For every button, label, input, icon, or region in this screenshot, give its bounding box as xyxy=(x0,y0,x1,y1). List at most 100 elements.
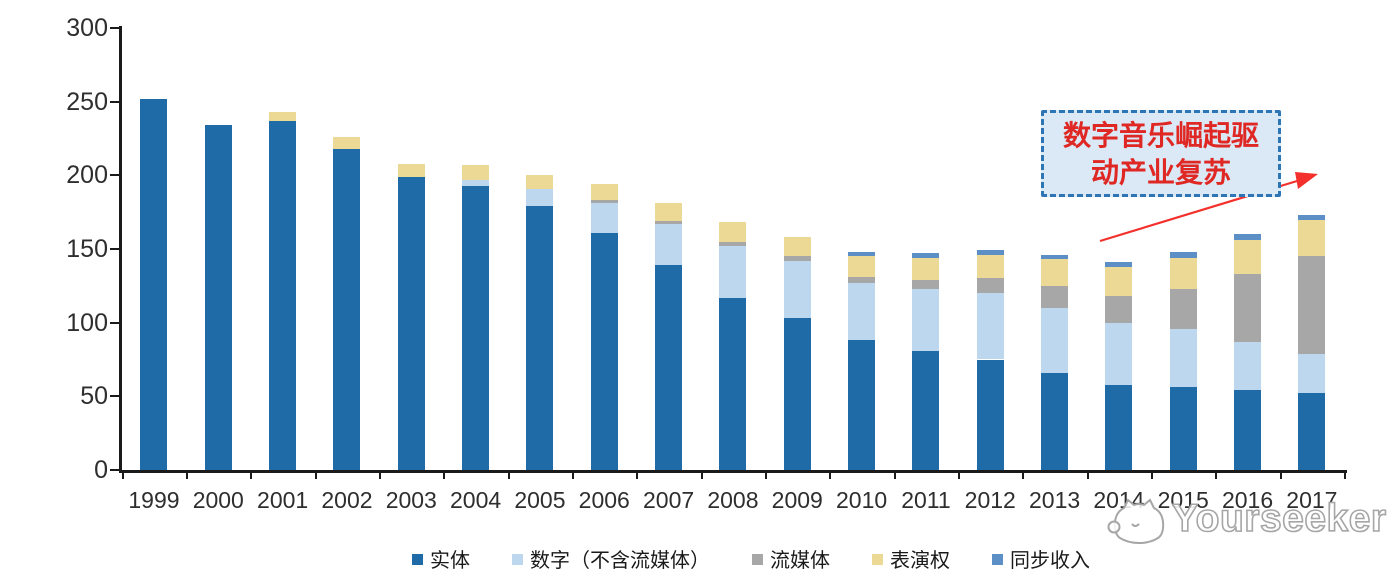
bar-segment xyxy=(1105,262,1133,267)
bar-segment xyxy=(526,188,554,207)
x-tick-label: 2001 xyxy=(257,487,309,513)
y-tick-label: 0 xyxy=(94,456,108,484)
legend-marker xyxy=(412,554,423,565)
x-axis-line xyxy=(119,470,1347,473)
legend-item: 表演权 xyxy=(872,544,950,573)
bar-segment xyxy=(912,253,940,258)
bar-segment xyxy=(590,232,618,470)
x-tick-label: 1999 xyxy=(128,487,180,513)
bar-segment xyxy=(526,206,554,470)
y-tick-mark xyxy=(110,395,120,398)
x-tick-label: 2007 xyxy=(643,487,695,513)
legend-label: 数字（不含流媒体） xyxy=(530,550,710,572)
bar-segment xyxy=(655,203,683,221)
bar-segment xyxy=(783,256,811,261)
annotation-text-line1: 数字音乐崛起驱 xyxy=(1062,120,1259,151)
yourseeker-logo-icon xyxy=(1107,498,1165,545)
bar-segment xyxy=(1169,251,1197,258)
bar-segment xyxy=(655,221,683,224)
bar-segment xyxy=(1105,266,1133,297)
bar-segment xyxy=(1234,341,1262,391)
x-tick-label: 2005 xyxy=(514,487,566,513)
bar-segment xyxy=(848,256,876,277)
bar-segment xyxy=(1041,254,1069,260)
x-tick-label: 2015 xyxy=(1157,487,1209,513)
bar-segment xyxy=(462,179,490,186)
x-tick-mark xyxy=(1086,472,1089,479)
bar-segment xyxy=(1041,259,1069,286)
x-tick-label: 2010 xyxy=(836,487,888,513)
bar-segment xyxy=(1041,285,1069,308)
y-tick-label: 200 xyxy=(66,161,108,190)
bar-segment xyxy=(848,276,876,283)
y-tick-mark xyxy=(110,321,120,324)
bar-segment xyxy=(462,165,490,180)
x-tick-label: 2004 xyxy=(450,487,502,513)
bar-segment xyxy=(1169,387,1197,470)
bar-segment xyxy=(976,254,1004,279)
bar-segment xyxy=(783,237,811,257)
bar-segment xyxy=(462,185,490,470)
x-tick-mark xyxy=(765,472,768,479)
x-tick-label: 2013 xyxy=(1028,487,1081,513)
y-tick-mark xyxy=(110,100,120,103)
x-tick-mark xyxy=(1022,472,1025,479)
legend: 实体 数字（不含流媒体） 流媒体 表演权 同步收入 xyxy=(52,544,1398,573)
x-tick-mark xyxy=(572,472,575,479)
bar-segment xyxy=(1105,384,1133,470)
x-tick-mark xyxy=(958,472,961,479)
bar-segment xyxy=(1234,274,1262,342)
y-tick-mark xyxy=(110,27,120,29)
x-tick-mark xyxy=(507,472,510,479)
x-tick-mark xyxy=(379,472,382,479)
x-tick-mark xyxy=(121,472,124,479)
x-tick-mark xyxy=(1215,472,1218,479)
bar-segment xyxy=(719,222,747,242)
bar-segment xyxy=(1105,296,1133,323)
bar-segment xyxy=(1234,240,1262,275)
bar-segment xyxy=(1169,288,1197,329)
y-tick-mark xyxy=(110,469,120,471)
x-tick-label: 2009 xyxy=(771,487,823,513)
x-tick-label: 2006 xyxy=(578,487,630,513)
x-tick-label: 2017 xyxy=(1286,487,1338,513)
legend-marker xyxy=(752,554,763,565)
bar-segment xyxy=(269,120,297,470)
bar-segment xyxy=(333,137,361,149)
x-tick-mark xyxy=(1344,472,1347,479)
bar-segment xyxy=(976,293,1004,360)
bar-segment xyxy=(526,175,554,189)
bar-segment xyxy=(397,163,425,177)
legend-item: 流媒体 xyxy=(752,544,830,573)
bar-segment xyxy=(1105,322,1133,385)
bar-segment xyxy=(333,148,361,470)
bar-segment xyxy=(848,251,876,257)
bar-segment xyxy=(397,176,425,470)
x-tick-mark xyxy=(250,472,253,479)
legend-marker xyxy=(512,554,523,565)
bar-segment xyxy=(590,203,618,233)
y-tick-label: 50 xyxy=(80,382,108,411)
bar-segment xyxy=(1298,393,1326,470)
y-tick-label: 300 xyxy=(66,14,108,42)
watermark-text: Yourseeker xyxy=(1171,496,1387,541)
x-tick-mark xyxy=(893,472,896,479)
bar-segment xyxy=(976,359,1004,470)
y-tick-label: 150 xyxy=(66,235,108,263)
legend-label: 表演权 xyxy=(890,550,950,572)
x-tick-label: 2000 xyxy=(192,487,244,513)
bar-segment xyxy=(204,125,232,470)
x-tick-label: 2011 xyxy=(901,487,951,513)
x-tick-mark xyxy=(443,472,446,479)
x-tick-label: 2008 xyxy=(707,487,759,513)
x-tick-mark xyxy=(1151,472,1154,479)
x-tick-mark xyxy=(186,472,189,479)
y-axis-line xyxy=(119,26,122,472)
y-tick-mark xyxy=(110,174,120,177)
bar-segment xyxy=(1298,219,1326,257)
x-tick-label: 2016 xyxy=(1221,487,1274,513)
bar-segment xyxy=(269,111,297,121)
legend-item: 实体 xyxy=(412,544,470,573)
bar-segment xyxy=(912,350,940,470)
